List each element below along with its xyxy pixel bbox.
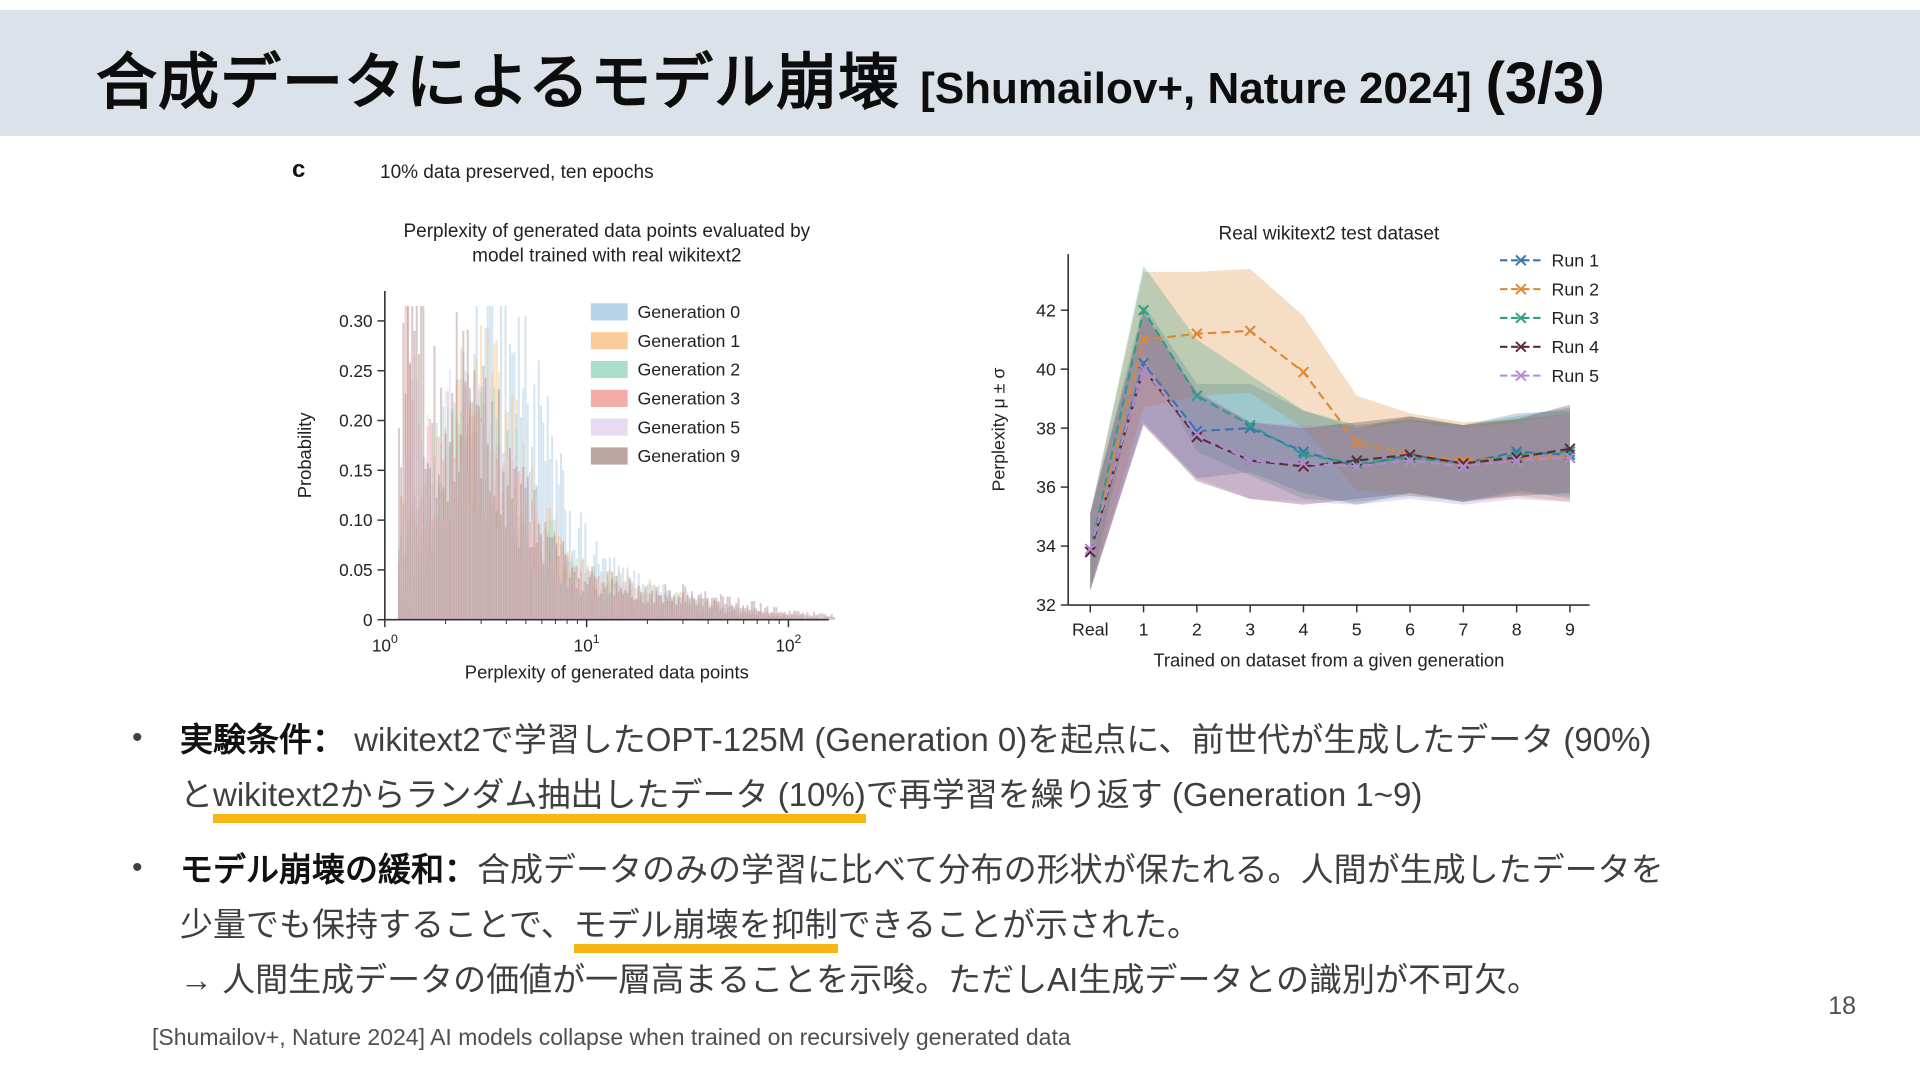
svg-text:Trained on dataset from a give: Trained on dataset from a given generati… [1153,649,1504,670]
svg-text:Perplexity of generated data p: Perplexity of generated data points eval… [403,221,810,242]
svg-text:Real wikitext2 test dataset: Real wikitext2 test dataset [1219,223,1440,244]
svg-text:Run 4: Run 4 [1552,337,1600,357]
svg-text:Generation 3: Generation 3 [637,388,740,408]
bullet-label: モデル崩壊の緩和： [180,851,477,888]
svg-text:6: 6 [1405,620,1415,640]
svg-text:4: 4 [1299,620,1309,640]
svg-text:Run 1: Run 1 [1552,250,1600,270]
svg-text:Generation 5: Generation 5 [637,417,740,437]
svg-text:Run 5: Run 5 [1552,366,1600,386]
bullet-model-collapse-mitigation: • モデル崩壊の緩和：合成データのみの学習に比べて分布の形状が保たれる。人間が生… [128,842,1868,1007]
svg-text:0.20: 0.20 [339,411,372,431]
bullet-experiment-conditions: • 実験条件： wikitext2で学習したOPT-125M (Generati… [128,712,1868,823]
svg-text:Generation 9: Generation 9 [637,446,740,466]
svg-text:36: 36 [1036,477,1056,497]
slide-title-citation: [Shumailov+, Nature 2024] [920,64,1472,113]
perplexity-histogram-chart: Perplexity of generated data points eval… [272,210,922,713]
svg-text:34: 34 [1036,536,1056,556]
svg-text:Run 3: Run 3 [1552,308,1600,328]
svg-text:101: 101 [574,632,600,656]
svg-text:model trained with real wikite: model trained with real wikitext2 [472,246,741,267]
figure-panel-caption: 10% data preserved, ten epochs [380,162,654,183]
reference-citation: [Shumailov+, Nature 2024] AI models coll… [152,1024,1071,1050]
slide-title: 合成データによるモデル崩壊 [96,48,901,116]
svg-text:Perplexity μ ± σ: Perplexity μ ± σ [988,368,1008,492]
slide-title-page-indicator: (3/3) [1485,51,1605,116]
bullet-line: 少量でも保持することで、モデル崩壊を抑制できることが示された。 [180,897,1868,953]
svg-text:2: 2 [1192,620,1202,640]
bullet-line-implication: → 人間生成データの価値が一層高まることを示唆。ただしAI生成データとの識別が不… [180,952,1868,1007]
svg-text:0: 0 [363,610,373,630]
bullet-line: 実験条件： wikitext2で学習したOPT-125M (Generation… [180,712,1868,767]
perplexity-by-generation-line-chart: Real wikitext2 test dataset323436384042R… [972,210,1660,713]
bullet-text: できることが示された。 [837,906,1201,943]
svg-text:42: 42 [1036,300,1056,320]
page-number: 18 [1828,992,1856,1020]
svg-text:0.05: 0.05 [339,560,372,580]
svg-text:5: 5 [1352,620,1362,640]
svg-text:7: 7 [1458,620,1468,640]
svg-text:Perplexity of generated data p: Perplexity of generated data points [465,662,749,683]
svg-text:1: 1 [1139,620,1149,640]
svg-text:102: 102 [775,632,801,656]
highlighted-text: wikitext2からランダム抽出したデータ (10%) [213,776,866,823]
svg-text:38: 38 [1036,418,1056,438]
svg-text:Generation 0: Generation 0 [637,302,740,322]
bullet-text: wikitext2で学習したOPT-125M (Generation 0)を起点… [345,721,1652,758]
bullet-text: → 人間生成データの価値が一層高まることを示唆。ただしAI生成データとの識別が不… [180,961,1541,998]
svg-text:0.15: 0.15 [339,460,372,480]
svg-text:Generation 2: Generation 2 [637,360,740,380]
bullet-marker: • [132,851,143,884]
svg-text:32: 32 [1036,595,1056,615]
bullet-list: • 実験条件： wikitext2で学習したOPT-125M (Generati… [128,712,1868,1027]
svg-text:100: 100 [372,632,398,656]
slide-title-bar: 合成データによるモデル崩壊 [Shumailov+, Nature 2024] … [0,10,1920,136]
svg-text:0.30: 0.30 [339,311,372,331]
svg-text:3: 3 [1245,620,1255,640]
bullet-text: 少量でも保持することで、 [180,906,574,943]
bullet-marker: • [132,721,143,754]
svg-text:Generation 1: Generation 1 [637,331,740,351]
svg-text:0.25: 0.25 [339,361,372,381]
svg-text:8: 8 [1512,620,1522,640]
svg-text:Run 2: Run 2 [1552,279,1599,299]
bullet-line: モデル崩壊の緩和：合成データのみの学習に比べて分布の形状が保たれる。人間が生成し… [180,842,1868,897]
bullet-label: 実験条件： [180,721,345,758]
highlighted-text: モデル崩壊を抑制 [573,906,838,953]
bullet-text: と [180,776,213,813]
svg-text:0.10: 0.10 [339,510,372,530]
bullet-text: 合成データのみの学習に比べて分布の形状が保たれる。人間が生成したデータを [477,851,1664,888]
svg-text:Probability: Probability [294,412,315,499]
svg-text:Real: Real [1072,620,1109,640]
figure-panel-label: c [292,156,306,183]
bullet-text: で再学習を繰り返す (Generation 1~9) [865,776,1423,813]
svg-text:40: 40 [1036,359,1056,379]
bullet-line: とwikitext2からランダム抽出したデータ (10%)で再学習を繰り返す (… [180,767,1868,823]
svg-text:9: 9 [1565,620,1575,640]
